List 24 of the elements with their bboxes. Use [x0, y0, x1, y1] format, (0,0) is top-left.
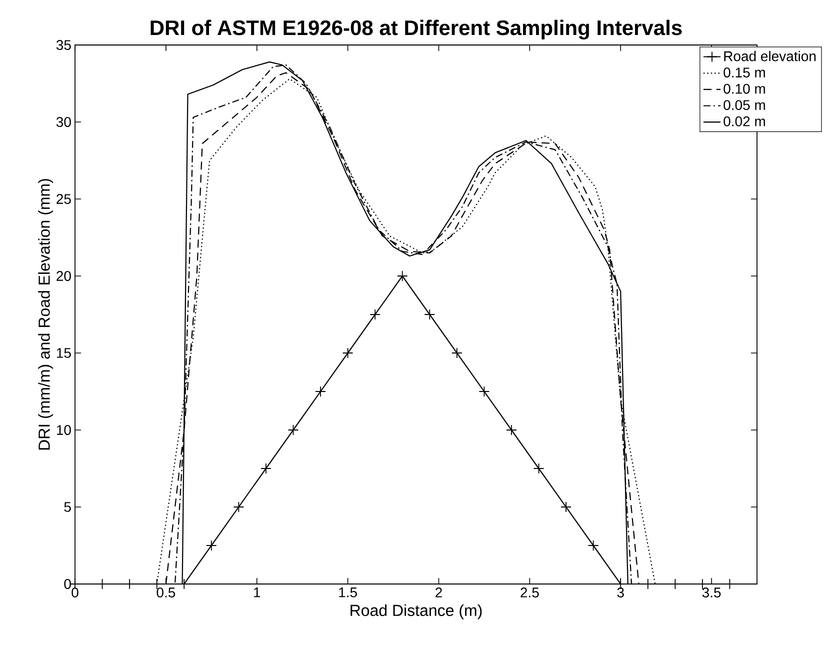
- y-tick-label: 10: [56, 425, 71, 435]
- y-tick-label: 20: [56, 271, 71, 281]
- x-tick-label: 0: [72, 588, 78, 598]
- legend-label: 0.02 m: [724, 116, 765, 126]
- x-tick-label: 2.5: [520, 588, 539, 598]
- x-tick-label: 3: [617, 588, 624, 598]
- x-tick-label: 2: [436, 588, 442, 598]
- y-tick-label: 15: [56, 348, 71, 358]
- x-tick-label: 1: [254, 588, 260, 598]
- y-tick-label: 0: [64, 579, 71, 589]
- legend-label: Road elevation: [724, 50, 816, 62]
- x-tick-label: 1.5: [339, 588, 357, 598]
- y-axis-title: DRI (mm/m) and Road Elevation (mm): [38, 179, 54, 450]
- y-tick-label: 35: [56, 40, 71, 50]
- y-tick-label: 30: [56, 117, 71, 127]
- x-axis-title: Road Distance (m): [350, 604, 482, 620]
- legend-label: 0.05 m: [724, 100, 765, 110]
- legend-label: 0.10 m: [724, 84, 765, 94]
- chart-title: DRI of ASTM E1926-08 at Different Sampling Intervals: [150, 20, 682, 40]
- x-tick-label: 3.5: [702, 588, 721, 598]
- y-tick-label: 5: [64, 502, 71, 512]
- x-tick-label: 0.5: [156, 588, 176, 598]
- legend-label: 0.15 m: [724, 68, 765, 78]
- y-tick-label: 25: [56, 194, 71, 204]
